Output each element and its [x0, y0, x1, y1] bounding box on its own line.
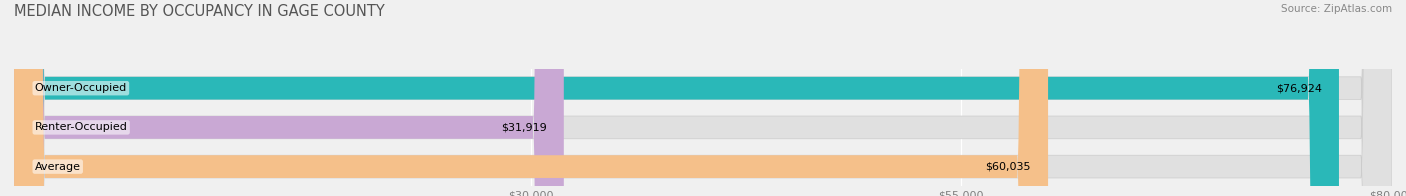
Text: $31,919: $31,919	[501, 122, 547, 132]
Text: Renter-Occupied: Renter-Occupied	[35, 122, 128, 132]
FancyBboxPatch shape	[14, 0, 1392, 196]
FancyBboxPatch shape	[14, 0, 1392, 196]
FancyBboxPatch shape	[14, 0, 1047, 196]
FancyBboxPatch shape	[14, 0, 564, 196]
Text: MEDIAN INCOME BY OCCUPANCY IN GAGE COUNTY: MEDIAN INCOME BY OCCUPANCY IN GAGE COUNT…	[14, 4, 385, 19]
Text: Average: Average	[35, 162, 80, 172]
FancyBboxPatch shape	[14, 0, 1339, 196]
FancyBboxPatch shape	[14, 0, 1392, 196]
Text: $76,924: $76,924	[1275, 83, 1322, 93]
Text: Owner-Occupied: Owner-Occupied	[35, 83, 127, 93]
Text: $60,035: $60,035	[986, 162, 1031, 172]
Text: Source: ZipAtlas.com: Source: ZipAtlas.com	[1281, 4, 1392, 14]
